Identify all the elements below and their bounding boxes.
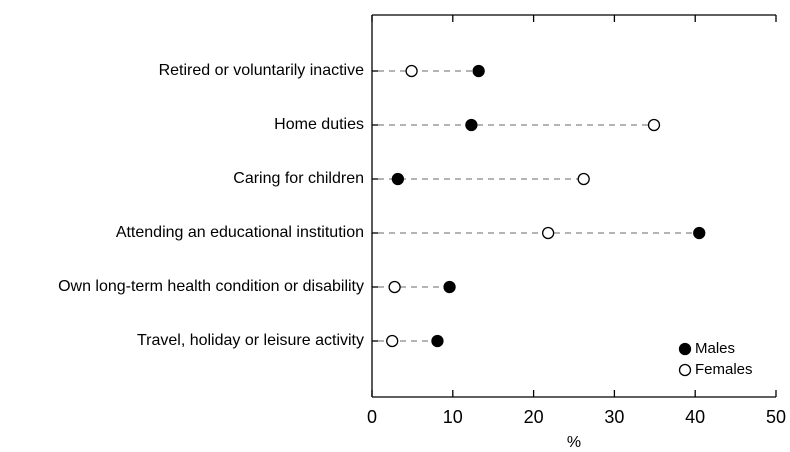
category-label: Own long-term health condition or disabi… xyxy=(58,278,364,295)
x-tick-label: 20 xyxy=(524,407,544,427)
category-label: Travel, holiday or leisure activity xyxy=(137,332,364,349)
dot xyxy=(405,64,418,78)
dot xyxy=(431,334,444,348)
dot xyxy=(541,226,555,240)
x-tick-label: 40 xyxy=(685,407,705,427)
x-tick-label: 10 xyxy=(443,407,463,427)
x-tick-label: 0 xyxy=(367,407,377,427)
dot xyxy=(472,64,485,78)
dot xyxy=(391,172,405,186)
dot xyxy=(647,118,661,132)
category-label: Attending an educational institution xyxy=(116,224,364,241)
dot xyxy=(443,280,456,294)
category-label: Home duties xyxy=(274,116,364,133)
x-tick-label: 50 xyxy=(766,407,786,427)
dot xyxy=(388,280,401,294)
dot xyxy=(465,118,478,132)
legend-marker xyxy=(678,342,692,356)
dot xyxy=(693,226,706,240)
x-axis-label: % xyxy=(567,434,581,451)
dot xyxy=(577,172,590,186)
category-label: Caring for children xyxy=(233,170,364,187)
legend-label: Males xyxy=(695,340,735,357)
dot xyxy=(386,334,399,348)
category-label: Retired or voluntarily inactive xyxy=(159,62,365,79)
legend-label: Females xyxy=(695,361,753,378)
legend-marker xyxy=(678,363,692,377)
x-tick-label: 30 xyxy=(604,407,624,427)
